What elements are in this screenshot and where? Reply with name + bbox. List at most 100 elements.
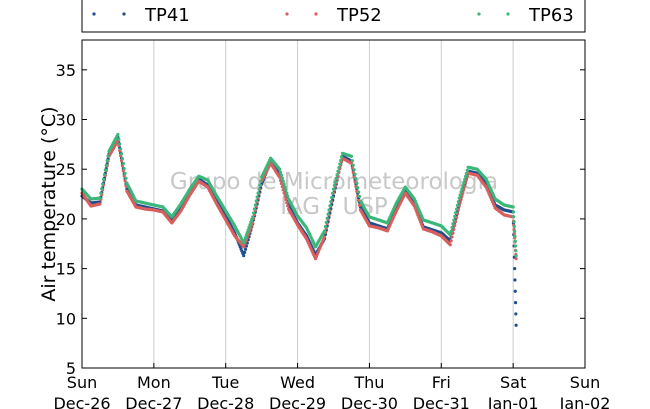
data-point	[514, 257, 518, 261]
x-tick-date-label: Dec-26	[53, 394, 110, 409]
data-point	[248, 223, 252, 227]
legend: TP41 TP52 TP63	[81, 0, 586, 33]
x-tick-day-label: Thu	[353, 373, 384, 392]
data-point	[103, 168, 107, 172]
data-point	[281, 188, 285, 192]
series-tp52	[80, 138, 518, 261]
data-point	[330, 195, 334, 200]
data-point	[324, 220, 328, 225]
data-point	[282, 191, 286, 195]
data-point	[283, 185, 287, 189]
data-point	[327, 208, 331, 212]
data-point	[464, 171, 469, 175]
data-point	[354, 177, 358, 181]
grid-lines	[153, 40, 514, 368]
data-point	[254, 199, 258, 203]
data-point	[122, 174, 126, 178]
legend-entry-tp41: TP41	[92, 5, 190, 26]
data-point	[284, 188, 288, 192]
data-point	[452, 218, 456, 222]
x-tick-day-label: Sat	[500, 373, 526, 392]
data-point	[339, 155, 344, 159]
data-point	[322, 235, 327, 239]
plot-frame	[81, 39, 586, 369]
x-tick-day-label: Fri	[432, 373, 451, 392]
y-tick-label: 35	[56, 61, 76, 80]
data-point	[334, 176, 338, 180]
data-point	[513, 267, 517, 271]
data-point	[450, 225, 454, 230]
data-point	[514, 312, 518, 316]
y-tick-label: 20	[56, 210, 76, 229]
data-point	[356, 186, 360, 190]
data-point	[448, 233, 452, 237]
legend-marker-tp41-b	[122, 12, 126, 16]
data-point	[101, 182, 105, 186]
x-tick-day-label: Tue	[211, 373, 239, 392]
data-point	[333, 180, 337, 184]
data-point	[350, 159, 354, 163]
data-point	[242, 250, 247, 255]
data-point	[459, 190, 463, 194]
data-point	[323, 225, 328, 229]
data-point	[118, 142, 122, 146]
data-point	[279, 173, 283, 177]
data-point	[255, 195, 259, 199]
data-point	[119, 147, 123, 151]
data-point	[513, 278, 517, 282]
data-point	[104, 163, 108, 167]
y-tick-label: 25	[56, 160, 76, 179]
data-point	[258, 183, 262, 187]
data-point	[286, 194, 290, 198]
data-point	[512, 215, 516, 219]
x-tick-date-label: Jan-01	[487, 394, 539, 409]
data-point	[337, 166, 341, 170]
data-point	[117, 137, 121, 141]
data-point	[461, 184, 465, 188]
data-point	[513, 289, 517, 293]
data-point	[458, 193, 462, 197]
data-point	[462, 181, 466, 185]
data-point	[513, 234, 517, 238]
legend-marker-tp52	[285, 12, 289, 16]
data-point	[326, 212, 330, 216]
y-tick-label: 30	[56, 111, 76, 130]
legend-entry-tp52: TP52	[285, 5, 382, 26]
data-point	[251, 211, 256, 215]
data-point	[357, 203, 362, 207]
legend-label-tp52: TP52	[336, 5, 382, 26]
y-tick-label: 5	[66, 359, 76, 378]
data-point	[256, 191, 260, 195]
data-point	[280, 176, 284, 180]
data-point	[122, 166, 126, 171]
x-axis: Sun Dec-26 Mon Dec-27 Tue Dec-28 Wed Dec-29 Thu D…	[53, 363, 610, 409]
data-point	[513, 244, 518, 248]
data-point	[246, 228, 250, 232]
data-point	[253, 203, 257, 207]
data-point	[325, 216, 329, 220]
data-point	[242, 254, 246, 258]
x-tick-date-label: Dec-28	[197, 394, 254, 409]
data-point	[242, 238, 247, 242]
y-tick-label: 10	[56, 309, 76, 328]
data-point	[328, 204, 332, 208]
data-point	[449, 229, 453, 233]
data-point	[332, 183, 336, 188]
y-tick-label: 15	[56, 260, 76, 279]
data-point	[454, 207, 459, 211]
data-point	[514, 249, 518, 253]
data-point	[100, 187, 104, 191]
data-point	[123, 171, 127, 175]
data-point	[123, 179, 127, 183]
data-point	[106, 154, 110, 158]
y-axis-label: Air temperature (°C)	[38, 106, 60, 301]
data-point	[280, 185, 284, 189]
data-point	[278, 178, 283, 182]
data-point	[336, 169, 340, 173]
data-point	[335, 173, 339, 177]
data-point	[250, 217, 254, 222]
data-point	[451, 222, 455, 226]
x-tick-date-label: Jan-02	[559, 394, 611, 409]
legend-label-tp63: TP63	[528, 5, 574, 26]
legend-marker-tp63	[477, 12, 481, 16]
